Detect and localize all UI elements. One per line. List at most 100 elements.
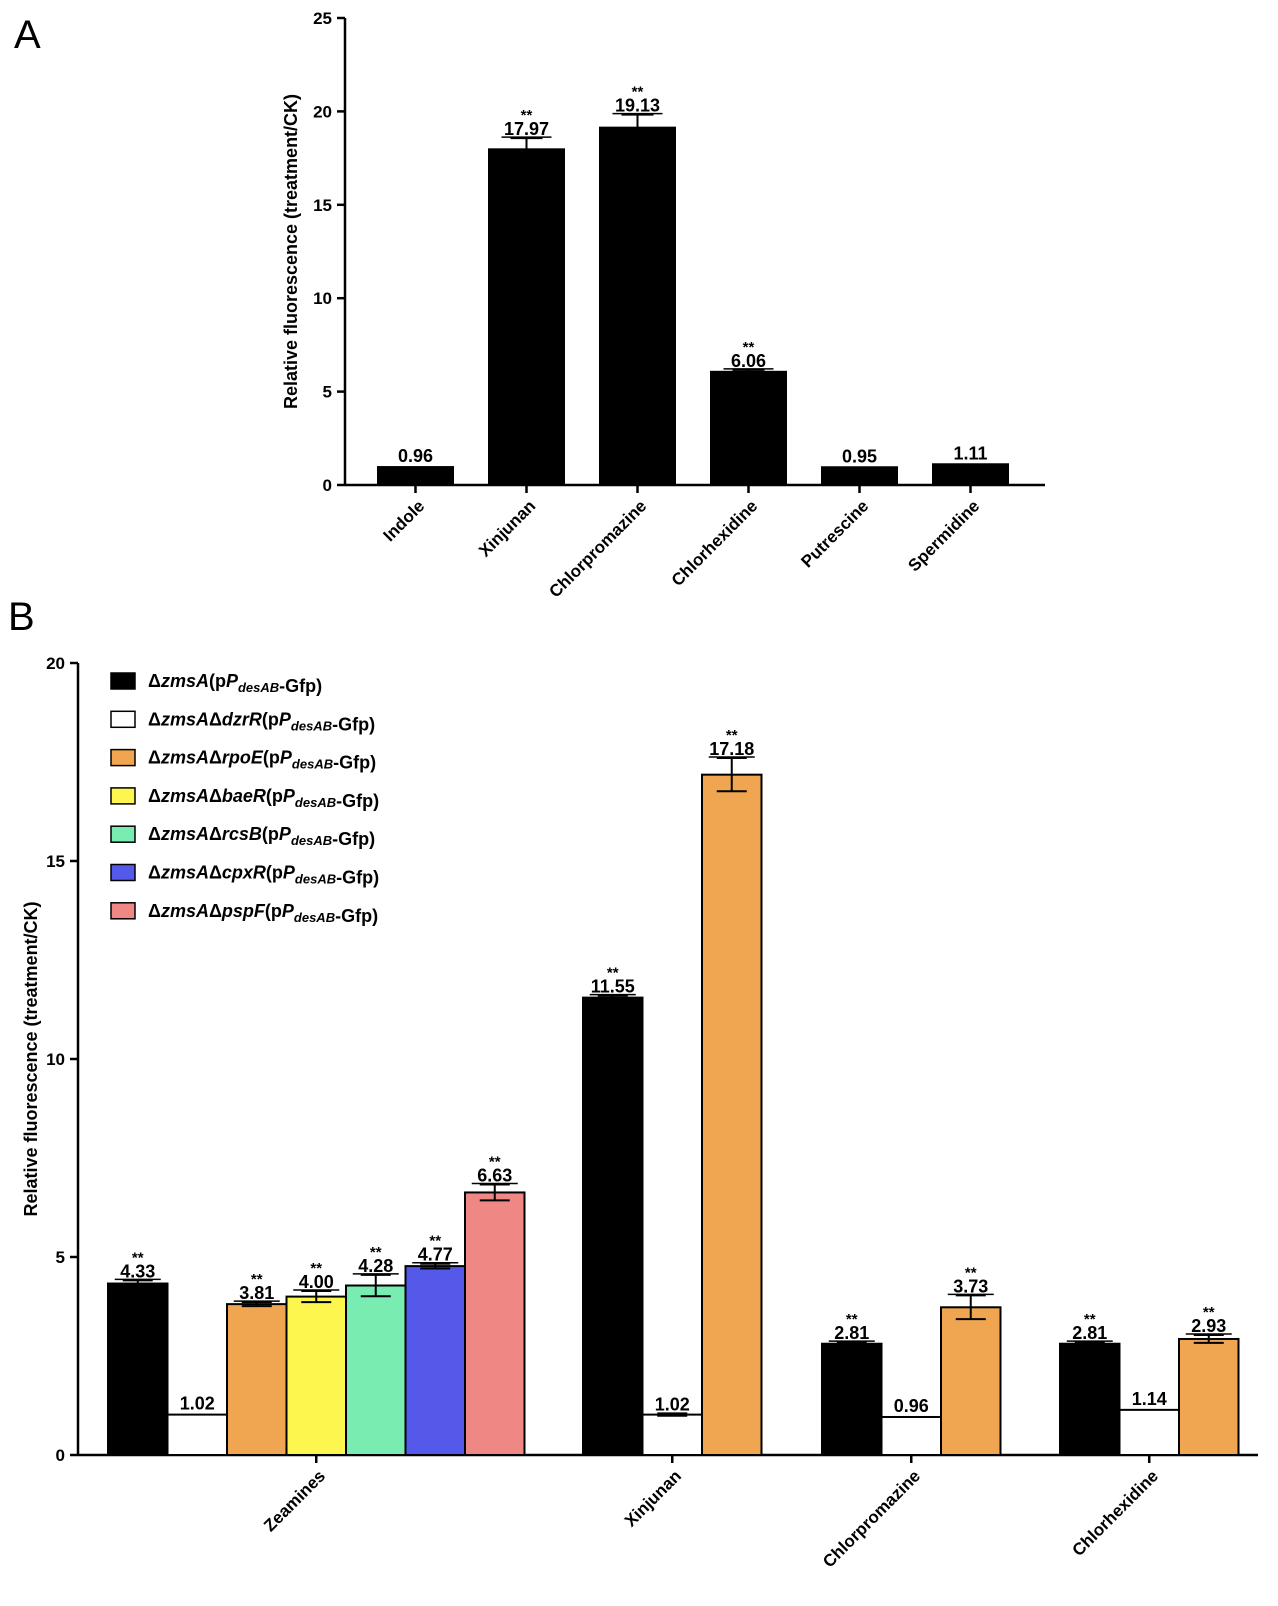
- chart-a-data-label: 1.11: [953, 443, 987, 463]
- chart-a-y-tick-label: 10: [313, 289, 332, 308]
- legend-label: ΔzmsAΔbaeR(pPdesAB-Gfp): [148, 786, 379, 811]
- chart-b-data-label: 0.96: [894, 1396, 929, 1416]
- legend-label: ΔzmsAΔrcsB(pPdesAB-Gfp): [148, 824, 375, 849]
- legend-label-part: pspF: [221, 901, 266, 921]
- chart-b-significance-marker: **: [1203, 1304, 1215, 1321]
- legend-label: ΔzmsAΔpspF(pPdesAB-Gfp): [148, 901, 378, 926]
- legend-label-part: -Gfp): [279, 676, 322, 696]
- chart-b-data-label: 17.18: [709, 739, 754, 759]
- legend-label-part: (p: [266, 786, 283, 806]
- chart-a-bar: [599, 126, 676, 486]
- chart-b-data-label: 2.81: [1072, 1323, 1107, 1343]
- chart-b-data-label: 2.81: [834, 1323, 869, 1343]
- chart-b-data-label: 4.00: [299, 1272, 334, 1292]
- chart-b-bar: [940, 1306, 1002, 1456]
- legend-label: ΔzmsAΔrpoE(pPdesAB-Gfp): [148, 748, 376, 773]
- chart-b-significance-marker: **: [846, 1311, 858, 1328]
- chart-b-bar: [226, 1303, 288, 1457]
- legend-label-part: zmsA: [160, 863, 209, 883]
- chart-b-y-tick-label: 0: [56, 1446, 65, 1465]
- legend-label-part: Δ: [209, 786, 222, 806]
- legend-label-part: baeR: [222, 786, 266, 806]
- legend-label: ΔzmsA(pPdesAB-Gfp): [148, 671, 322, 696]
- legend-label-part: (p: [263, 748, 280, 768]
- legend-label-part: P: [279, 709, 292, 729]
- legend-label-part: P: [283, 786, 296, 806]
- chart-b-data-label: 3.73: [953, 1276, 988, 1296]
- chart-a-data-label: 0.95: [842, 446, 877, 466]
- chart-b-data-label: 1.14: [1132, 1389, 1167, 1409]
- chart-b-significance-marker: **: [726, 727, 738, 744]
- chart-a-bar: [377, 466, 454, 486]
- chart-b-data-label: 4.28: [358, 1256, 393, 1276]
- legend-label-part: desAB: [291, 718, 332, 733]
- legend-label-part: P: [226, 671, 239, 691]
- legend-swatch: [110, 863, 136, 882]
- chart-b-legend: ΔzmsA(pPdesAB-Gfp)ΔzmsAΔdzrR(pPdesAB-Gfp…: [110, 671, 379, 926]
- legend-label-part: rcsB: [222, 824, 262, 844]
- chart-a-bar: [710, 370, 787, 486]
- chart-a-bar: [488, 148, 565, 486]
- chart-b-bar: [641, 1413, 703, 1457]
- legend-label-part: desAB: [295, 872, 336, 887]
- legend-label-part: Δ: [209, 901, 222, 921]
- legend-swatch: [110, 825, 136, 843]
- chart-b-bar: [285, 1295, 347, 1456]
- chart-b-y-tick-label: 10: [46, 1050, 65, 1069]
- chart-a-data-label: 6.06: [731, 351, 766, 371]
- chart-b-bar: [821, 1342, 883, 1456]
- legend-label-part: zmsA: [160, 901, 209, 921]
- chart-b-bar: [582, 996, 644, 1456]
- legend-swatch: [110, 787, 136, 805]
- legend-label-part: (p: [209, 671, 226, 691]
- legend-label-part: (p: [262, 824, 279, 844]
- chart-b-y-tick-label: 20: [46, 654, 65, 673]
- chart-b-y-axis-title: Relative fluorescence (treatment/CK): [21, 901, 41, 1216]
- chart-a-significance-marker: **: [743, 339, 755, 356]
- chart-a-y-tick-label: 5: [323, 383, 332, 402]
- chart-b-bar: [107, 1282, 169, 1456]
- legend-label: ΔzmsAΔcpxR(pPdesAB-Gfp): [148, 863, 379, 888]
- legend-label-part: Δ: [209, 709, 222, 729]
- legend-label-part: (p: [262, 709, 279, 729]
- chart-b-bar: [1118, 1408, 1180, 1456]
- legend-swatch: [110, 902, 136, 920]
- legend-label-part: zmsA: [160, 786, 209, 806]
- chart-b-data-label: 1.02: [180, 1394, 215, 1414]
- legend-label-part: desAB: [291, 833, 332, 848]
- legend-label-part: desAB: [292, 757, 333, 772]
- chart-b-data-label: 1.02: [655, 1394, 690, 1414]
- legend-swatch: [110, 748, 136, 767]
- chart-b: 0 5 10 15 20 Relative fluorescence (treatment…: [21, 654, 1258, 1571]
- legend-label-part: (p: [265, 901, 282, 921]
- chart-a-data-label: 0.96: [398, 446, 433, 466]
- legend-label-part: zmsA: [160, 671, 209, 691]
- chart-a-data-label: 17.97: [504, 119, 549, 139]
- legend-label-part: P: [282, 901, 295, 921]
- legend-label-part: cpxR: [222, 863, 266, 883]
- legend-swatch: [110, 672, 136, 690]
- chart-a-bar: [821, 466, 898, 486]
- legend-label-part: -Gfp): [332, 714, 375, 734]
- chart-a-data-label: 19.13: [615, 96, 660, 116]
- legend-label-part: dzrR: [222, 709, 262, 729]
- chart-a-y-tick-label: 20: [313, 102, 332, 121]
- legend-label-part: Δ: [209, 748, 222, 768]
- panel-a-letter: A: [14, 13, 41, 57]
- chart-b-significance-marker: **: [429, 1233, 441, 1250]
- chart-b-bar: [1178, 1337, 1240, 1457]
- legend-label-part: desAB: [294, 910, 335, 925]
- legend-label: ΔzmsAΔdzrR(pPdesAB-Gfp): [148, 709, 375, 734]
- legend-label-part: P: [279, 824, 292, 844]
- legend-label-part: -Gfp): [336, 868, 379, 888]
- chart-a-significance-marker: **: [632, 84, 644, 101]
- chart-b-data-label: 3.81: [239, 1283, 274, 1303]
- chart-b-significance-marker: **: [251, 1271, 263, 1288]
- chart-b-data-label: 6.63: [477, 1166, 512, 1186]
- legend-label-part: Δ: [209, 863, 222, 883]
- chart-b-significance-marker: **: [310, 1260, 322, 1277]
- legend-label-part: -Gfp): [336, 791, 379, 811]
- chart-b-significance-marker: **: [607, 965, 619, 982]
- legend-label-part: zmsA: [160, 748, 209, 768]
